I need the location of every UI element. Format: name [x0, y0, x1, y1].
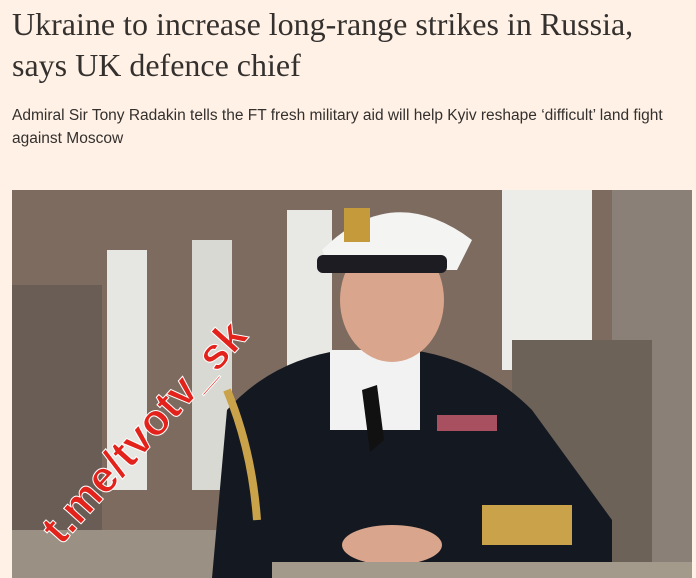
photo-illustration — [12, 190, 692, 578]
article-header: Ukraine to increase long-range strikes i… — [12, 4, 692, 150]
headline: Ukraine to increase long-range strikes i… — [12, 6, 634, 83]
standfirst: Admiral Sir Tony Radakin tells the FT fr… — [12, 107, 663, 147]
article-photo: t.me/tvotv_sk — [12, 190, 692, 578]
